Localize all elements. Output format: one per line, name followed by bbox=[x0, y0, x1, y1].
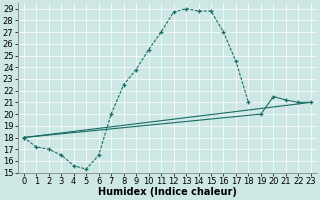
X-axis label: Humidex (Indice chaleur): Humidex (Indice chaleur) bbox=[98, 187, 237, 197]
